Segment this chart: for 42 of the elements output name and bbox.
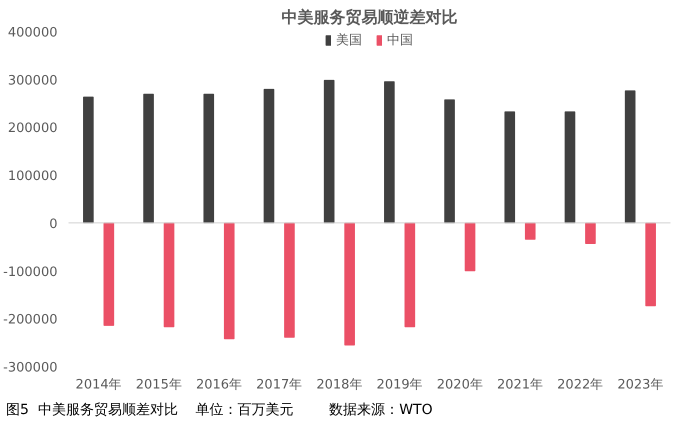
x-tick-label: 2021年 xyxy=(496,378,544,392)
bar xyxy=(224,222,235,340)
bar xyxy=(104,222,114,326)
bar xyxy=(284,222,295,338)
bar xyxy=(404,222,416,328)
bar xyxy=(444,99,455,224)
x-tick-label: 2017年 xyxy=(256,378,302,392)
x-tick-label: 2019年 xyxy=(376,378,423,392)
bar xyxy=(203,94,214,224)
y-tick-label: 400000 xyxy=(8,26,58,40)
y-tick-label: 0 xyxy=(49,216,58,232)
bar xyxy=(464,222,476,272)
bar xyxy=(645,222,656,306)
x-tick-label: 2016年 xyxy=(196,378,242,392)
bar xyxy=(324,80,334,224)
y-tick-label: 200000 xyxy=(8,121,58,136)
x-tick-label: 2022年 xyxy=(557,378,604,392)
bar xyxy=(504,111,516,224)
y-tick-label: -100000 xyxy=(3,264,58,280)
bar xyxy=(264,88,274,224)
y-tick-label: 100000 xyxy=(8,169,58,184)
bar xyxy=(524,222,536,240)
x-tick-label: 2023年 xyxy=(617,378,664,392)
legend-label: 美国 xyxy=(336,32,362,49)
bar xyxy=(164,222,174,328)
legend-label: 中国 xyxy=(387,32,413,49)
bar xyxy=(624,90,636,224)
bar xyxy=(83,96,94,224)
bar xyxy=(344,222,355,346)
bar xyxy=(585,222,596,244)
x-tick-label: 2018年 xyxy=(316,378,362,392)
y-tick-label: 300000 xyxy=(8,73,58,88)
bar xyxy=(564,111,576,224)
bar xyxy=(143,94,154,224)
bar xyxy=(384,81,395,224)
x-tick-label: 2014年 xyxy=(76,378,122,392)
y-tick-label: -200000 xyxy=(3,312,58,328)
caption: 图5 中美服务贸易顺差对比 单位：百万美元 数据来源：WTO xyxy=(6,401,433,420)
chart-title: 中美服务贸易顺逆差对比 xyxy=(282,8,458,26)
y-tick-label: -300000 xyxy=(3,360,58,376)
x-tick-label: 2020年 xyxy=(436,378,483,392)
x-tick-label: 2015年 xyxy=(136,378,182,392)
